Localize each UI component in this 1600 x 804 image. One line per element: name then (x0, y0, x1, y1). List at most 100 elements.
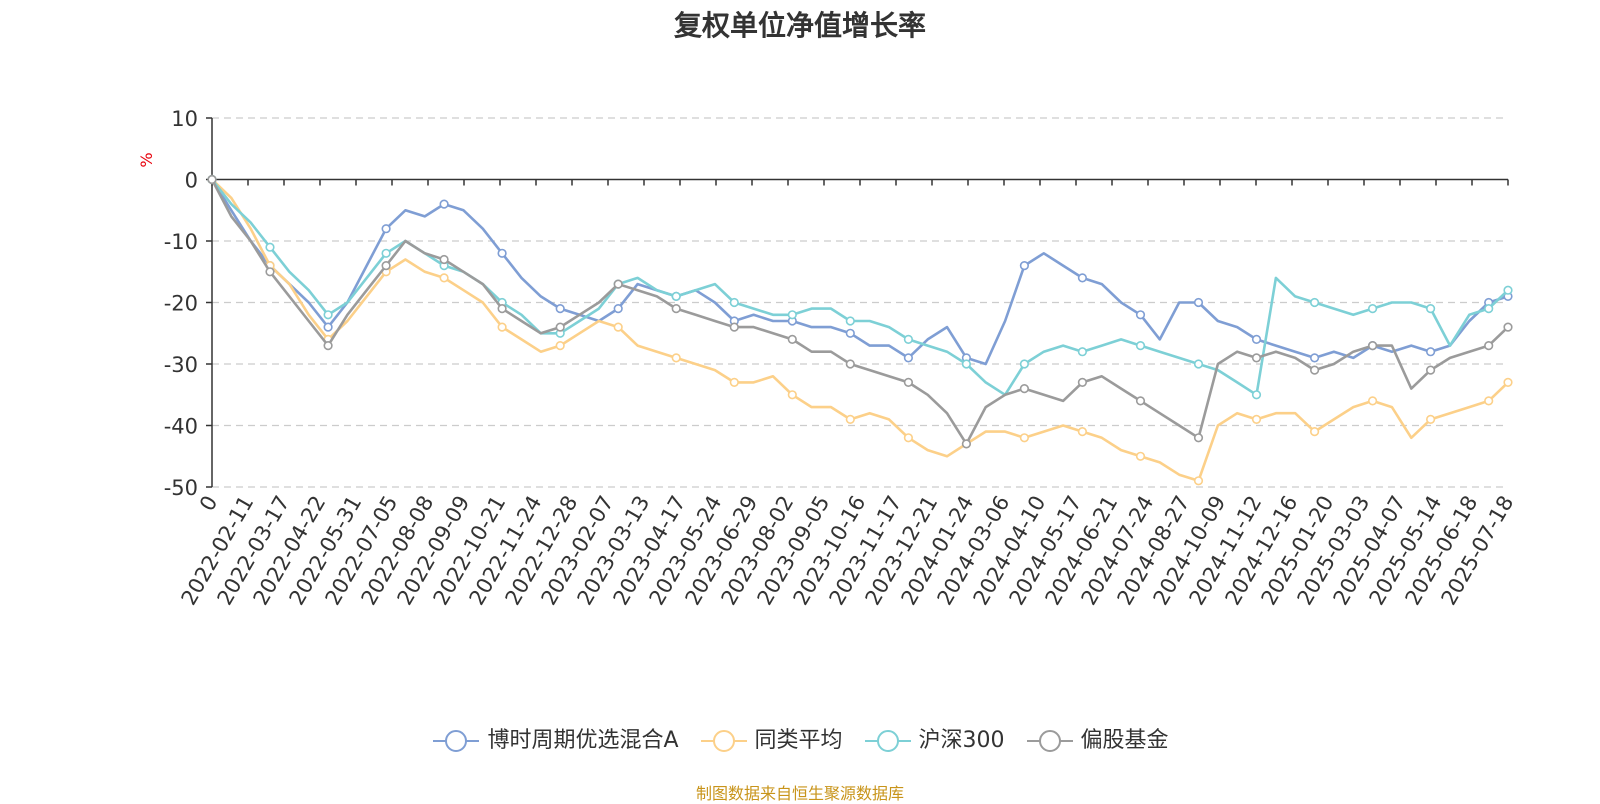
data-point (787, 310, 797, 320)
data-point (1309, 297, 1320, 308)
data-point (1077, 273, 1087, 283)
data-point (1019, 261, 1030, 271)
data-point (1193, 359, 1204, 369)
legend-label: 同类平均 (754, 728, 843, 753)
y-tick-label: 0 (185, 169, 198, 193)
y-tick-label: -30 (164, 353, 198, 377)
series-line-1 (210, 178, 1509, 366)
data-point (671, 353, 681, 363)
data-point (497, 248, 507, 258)
data-point (1425, 365, 1436, 375)
data-point (1367, 304, 1378, 314)
data-point (787, 390, 797, 400)
legend-marker-icon (864, 730, 911, 752)
legend-item[interactable]: 同类平均 (699, 722, 843, 754)
legend-label: 博时周期优选混合A (487, 728, 679, 753)
legend-item[interactable]: 博时周期优选混合A (431, 722, 679, 754)
data-point (381, 248, 391, 258)
data-point (1135, 310, 1146, 320)
data-point (265, 242, 275, 252)
data-point (1425, 304, 1436, 314)
data-point (729, 297, 739, 308)
data-point (1193, 433, 1204, 443)
data-point (1309, 353, 1320, 363)
data-point (1309, 427, 1320, 437)
chart-title: 复权单位净值增长率 (673, 9, 926, 42)
data-point (729, 377, 739, 388)
y-tick-label: -10 (164, 230, 198, 254)
data-point (323, 310, 333, 320)
data-point (613, 322, 623, 332)
data-point (265, 267, 275, 277)
data-point (729, 322, 739, 332)
data-point (1425, 347, 1436, 357)
data-point (1135, 396, 1146, 406)
x-tick-label: 0 (195, 492, 222, 516)
data-point (1484, 304, 1494, 314)
legend-label: 沪深300 (918, 728, 1005, 753)
data-point (497, 322, 507, 332)
data-point (845, 359, 855, 369)
data-point (323, 341, 333, 351)
data-point (555, 341, 565, 351)
legend-item[interactable]: 偏股基金 (1025, 722, 1169, 754)
data-point (381, 224, 391, 234)
data-point (381, 261, 391, 271)
y-axis-unit-label: % (137, 152, 156, 167)
data-point (439, 254, 449, 265)
data-point (671, 291, 681, 302)
data-point (903, 433, 914, 443)
data-point (613, 279, 623, 289)
data-point (439, 199, 449, 209)
y-tick-label: -50 (164, 476, 198, 500)
data-point (1135, 451, 1146, 461)
data-point (1503, 377, 1513, 388)
data-point (1077, 377, 1087, 388)
data-point (671, 304, 681, 314)
data-point (1077, 347, 1087, 357)
data-point (903, 377, 914, 388)
data-point (1019, 384, 1030, 394)
data-point (207, 174, 217, 185)
data-point (1077, 427, 1087, 437)
source-note: 制图数据来自恒生聚源数据库 (695, 784, 904, 803)
legend-marker-icon (1026, 730, 1073, 752)
data-point (845, 316, 855, 326)
data-point (961, 359, 972, 369)
data-point (1367, 396, 1378, 406)
y-tick-label: 10 (171, 107, 198, 131)
data-point (1135, 341, 1146, 351)
legend-marker-icon (433, 730, 480, 752)
data-point (903, 334, 914, 345)
data-point (555, 322, 565, 332)
data-point (1425, 414, 1436, 425)
data-point (845, 414, 855, 425)
data-point (613, 304, 623, 314)
legend-marker-icon (700, 730, 747, 752)
data-point (1019, 433, 1030, 443)
legend-label: 偏股基金 (1080, 728, 1169, 753)
data-point (1484, 396, 1494, 406)
series-line-4 (210, 178, 1509, 446)
data-point (903, 353, 914, 363)
y-tick-label: -40 (164, 415, 198, 439)
data-point (1503, 322, 1513, 332)
legend-item[interactable]: 沪深300 (863, 722, 1005, 754)
data-point (1367, 341, 1378, 351)
data-point (1193, 297, 1204, 308)
data-point (961, 439, 972, 449)
y-tick-label: -20 (164, 292, 198, 316)
axes: 100-10-20-30-40-5002022-02-112022-03-172… (164, 107, 1519, 609)
data-point (1193, 476, 1204, 486)
data-point (1251, 414, 1262, 425)
legend: 博时周期优选混合A 同类平均 沪深300 偏股基金 (0, 722, 1600, 754)
data-point (497, 304, 507, 314)
series-line-2 (211, 178, 1509, 483)
data-point (1251, 353, 1262, 363)
data-point (1251, 334, 1262, 345)
data-point (439, 273, 449, 283)
grid-lines (212, 117, 1508, 488)
data-point (1019, 359, 1030, 369)
data-point (787, 334, 797, 345)
